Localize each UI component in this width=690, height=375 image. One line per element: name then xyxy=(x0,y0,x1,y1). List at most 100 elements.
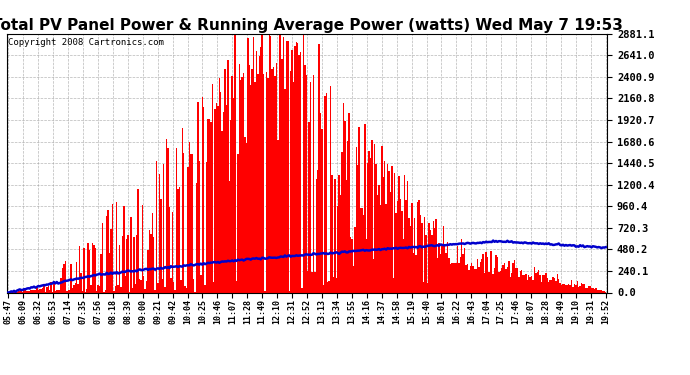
Bar xyxy=(277,140,279,292)
Bar xyxy=(437,258,438,292)
Bar xyxy=(511,273,513,292)
Bar xyxy=(375,164,377,292)
Bar xyxy=(21,291,22,292)
Bar xyxy=(537,272,538,292)
Bar xyxy=(291,50,293,292)
Bar xyxy=(411,204,413,292)
Bar xyxy=(37,290,39,292)
Bar xyxy=(597,290,598,292)
Bar xyxy=(498,272,500,292)
Bar xyxy=(146,280,148,292)
Bar xyxy=(424,217,426,292)
Bar xyxy=(297,43,299,292)
Bar xyxy=(514,260,515,292)
Bar xyxy=(602,291,604,292)
Bar xyxy=(48,286,49,292)
Bar xyxy=(72,288,73,292)
Bar xyxy=(391,166,393,292)
Bar xyxy=(448,258,450,292)
Bar xyxy=(442,225,444,292)
Bar xyxy=(577,281,578,292)
Bar xyxy=(461,238,462,292)
Bar xyxy=(354,227,355,292)
Bar xyxy=(493,274,494,292)
Bar xyxy=(533,279,534,292)
Bar xyxy=(410,225,411,292)
Bar xyxy=(526,280,528,292)
Bar xyxy=(462,254,464,292)
Bar xyxy=(495,255,497,292)
Bar xyxy=(395,213,397,292)
Bar xyxy=(451,262,453,292)
Bar xyxy=(315,179,317,292)
Bar xyxy=(307,271,308,292)
Bar xyxy=(506,267,508,292)
Bar xyxy=(255,82,256,292)
Bar xyxy=(397,201,398,292)
Bar xyxy=(471,262,473,292)
Bar xyxy=(319,44,320,292)
Bar xyxy=(273,67,274,292)
Bar xyxy=(473,266,474,292)
Bar xyxy=(75,283,76,292)
Bar xyxy=(426,235,427,292)
Bar xyxy=(239,64,240,292)
Bar xyxy=(481,259,482,292)
Bar xyxy=(227,60,228,292)
Bar xyxy=(415,255,417,292)
Bar xyxy=(172,211,173,292)
Bar xyxy=(414,218,415,292)
Bar xyxy=(217,106,219,292)
Bar xyxy=(310,82,311,292)
Bar xyxy=(500,272,501,292)
Bar xyxy=(179,187,180,292)
Bar xyxy=(62,268,63,292)
Bar xyxy=(428,223,430,292)
Bar xyxy=(311,272,313,292)
Bar xyxy=(132,288,133,292)
Bar xyxy=(433,221,434,292)
Bar xyxy=(584,284,585,292)
Bar xyxy=(408,218,410,292)
Bar xyxy=(561,285,562,292)
Bar xyxy=(17,291,19,292)
Bar xyxy=(196,183,197,292)
Bar xyxy=(303,35,304,292)
Bar xyxy=(253,37,255,292)
Bar xyxy=(566,285,568,292)
Bar xyxy=(152,213,153,292)
Bar xyxy=(314,272,315,292)
Bar xyxy=(564,284,565,292)
Bar xyxy=(66,291,68,292)
Bar xyxy=(250,85,251,292)
Bar xyxy=(187,166,188,292)
Bar xyxy=(343,103,344,292)
Bar xyxy=(79,246,80,292)
Bar xyxy=(482,254,484,292)
Bar xyxy=(161,279,163,292)
Bar xyxy=(34,290,36,292)
Bar xyxy=(164,287,166,292)
Bar xyxy=(330,86,331,292)
Bar xyxy=(33,290,34,292)
Bar xyxy=(216,104,217,292)
Bar xyxy=(474,269,475,292)
Bar xyxy=(502,266,504,292)
Bar xyxy=(331,176,333,292)
Bar xyxy=(119,245,120,292)
Bar xyxy=(121,236,123,292)
Bar xyxy=(402,239,404,292)
Bar xyxy=(103,291,105,292)
Bar xyxy=(586,288,588,292)
Bar xyxy=(113,291,115,292)
Bar xyxy=(366,239,367,292)
Bar xyxy=(226,105,227,292)
Bar xyxy=(545,273,546,292)
Bar xyxy=(201,97,203,292)
Bar xyxy=(188,142,190,292)
Bar xyxy=(422,282,424,292)
Bar xyxy=(283,37,284,292)
Bar xyxy=(355,147,357,292)
Bar xyxy=(280,34,282,292)
Bar xyxy=(192,154,193,292)
